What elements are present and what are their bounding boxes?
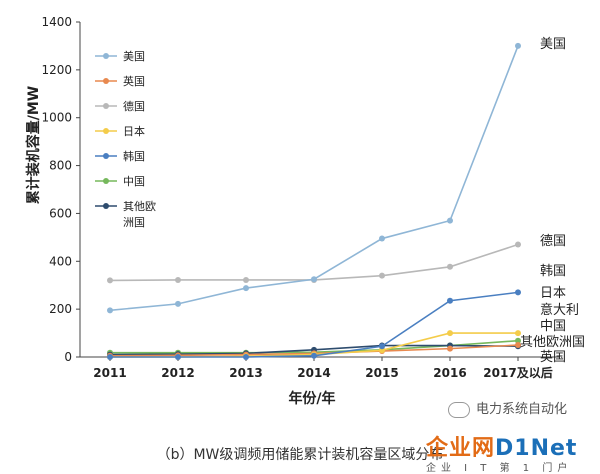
data-point [447, 297, 453, 304]
figure-caption: （b）MW级调频用储能累计装机容量区域分布 [156, 447, 444, 463]
wechat-text: 电力系统自动化 [476, 402, 568, 417]
legend-label: 英国 [123, 74, 145, 88]
logo-brand-b: D1Net [495, 436, 578, 461]
x-axis: 2011 2012 2013 2014 2015 2016 2017及以后 [80, 356, 560, 380]
series-line-2 [109, 243, 519, 282]
data-point [243, 354, 249, 360]
x-tick-label: 2015 [365, 366, 398, 380]
end-label: 日本 [540, 286, 566, 301]
end-label: 英国 [540, 350, 566, 365]
legend-swatch-marker [103, 78, 109, 84]
data-point [515, 330, 521, 337]
data-point [379, 343, 385, 350]
legend-label: 德国 [123, 99, 145, 113]
end-label: 意大利 [540, 302, 579, 318]
legend-label: 美国 [123, 50, 145, 63]
x-tick-label: 2017及以后 [483, 365, 552, 380]
data-point [515, 289, 521, 296]
series-layer [107, 42, 521, 360]
legend-swatch-marker [103, 203, 109, 209]
wechat-icon [448, 401, 470, 418]
x-tick-label: 2016 [433, 366, 466, 380]
data-point [447, 330, 453, 337]
legend-label: 日本 [123, 124, 145, 138]
data-point [447, 263, 453, 270]
end-label: 其他欧洲国 [520, 335, 585, 350]
legend-label: 韩国 [123, 149, 145, 163]
x-axis-label: 年份/年 [288, 390, 335, 407]
data-point [175, 354, 181, 360]
y-axis-label: 累计装机容量/MW [25, 86, 42, 205]
x-tick-label: 2012 [161, 366, 194, 380]
end-label: 中国 [540, 319, 566, 334]
legend-label: 其他欧洲国 [123, 200, 156, 229]
x-tick-label: 2014 [297, 366, 330, 380]
data-point [515, 42, 521, 49]
wechat-watermark: 电力系统自动化 [448, 398, 567, 418]
legend-swatch-marker [103, 103, 109, 109]
y-tick-label: 200 [49, 302, 72, 316]
y-tick-label: 600 [49, 206, 72, 220]
legend-label: 中国 [123, 175, 145, 188]
data-point [515, 241, 521, 248]
data-point [107, 277, 113, 284]
data-point [379, 235, 385, 242]
y-tick-label: 1000 [41, 111, 72, 125]
data-point [243, 285, 249, 292]
data-point [515, 342, 521, 349]
y-tick-label: 400 [49, 254, 72, 268]
data-point [311, 276, 317, 283]
data-point [515, 337, 521, 344]
data-point [447, 345, 453, 352]
legend-swatch-marker [103, 153, 109, 159]
data-point [107, 307, 113, 314]
y-tick-label: 1400 [41, 15, 72, 29]
legend-swatch-marker [103, 128, 109, 134]
y-axis: 0 200 400 600 800 1000 1200 1400 [41, 15, 81, 364]
y-tick-label: 1200 [41, 63, 72, 77]
y-tick-label: 0 [64, 350, 72, 364]
x-tick-label: 2013 [229, 366, 262, 380]
legend-swatch-marker [103, 178, 109, 184]
end-label: 德国 [540, 234, 566, 249]
logo-sub: 企业 I T 第 1 门户 [426, 463, 573, 474]
x-tick-label: 2011 [93, 366, 126, 380]
legend-swatch-marker [103, 53, 109, 59]
y-tick-label: 800 [49, 159, 72, 173]
end-label: 韩国 [540, 264, 566, 279]
data-point [175, 300, 181, 307]
end-label: 美国 [540, 37, 566, 52]
series-line-0 [109, 45, 519, 312]
d1net-logo: 企业网D1Net 企业 I T 第 1 门户 [426, 430, 577, 474]
data-point [447, 217, 453, 224]
data-point [175, 276, 181, 283]
data-point [379, 272, 385, 279]
data-point [107, 354, 113, 360]
logo-brand-a: 企业网 [426, 436, 496, 461]
data-point [243, 276, 249, 283]
data-point [311, 352, 317, 359]
